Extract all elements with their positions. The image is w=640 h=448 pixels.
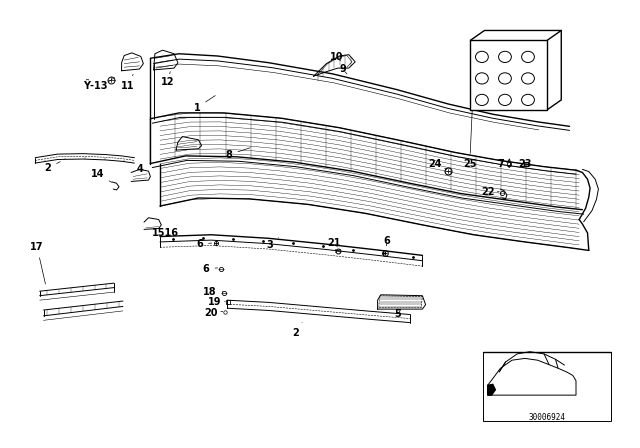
Text: 1516: 1516 — [152, 228, 179, 238]
Text: 24: 24 — [428, 159, 447, 169]
Ellipse shape — [522, 73, 534, 84]
Text: 20: 20 — [204, 308, 223, 318]
Ellipse shape — [499, 95, 511, 106]
Text: 18: 18 — [203, 287, 223, 297]
Polygon shape — [488, 384, 495, 395]
Ellipse shape — [476, 52, 488, 63]
Text: 12: 12 — [161, 72, 175, 86]
Text: 6: 6 — [203, 264, 218, 274]
Ellipse shape — [476, 95, 488, 106]
Text: 17: 17 — [30, 242, 45, 284]
Text: Ŷ-13: Ŷ-13 — [83, 81, 108, 91]
Text: 30006924: 30006924 — [529, 413, 566, 422]
Ellipse shape — [499, 52, 511, 63]
Text: 6: 6 — [384, 236, 390, 246]
Text: 6: 6 — [196, 239, 212, 249]
Text: 2: 2 — [292, 323, 302, 338]
Text: 3: 3 — [267, 237, 278, 250]
Text: 5: 5 — [395, 310, 401, 319]
Text: 23: 23 — [518, 159, 532, 169]
Text: 21: 21 — [327, 238, 341, 248]
Ellipse shape — [499, 73, 511, 84]
Text: 7: 7 — [497, 159, 508, 169]
Text: 19: 19 — [208, 297, 225, 307]
Text: 4: 4 — [136, 164, 143, 174]
Text: 8: 8 — [226, 148, 250, 159]
Ellipse shape — [522, 52, 534, 63]
Bar — [483, 352, 611, 421]
Text: 11: 11 — [121, 74, 135, 91]
Text: 2: 2 — [45, 162, 60, 173]
Text: 9: 9 — [340, 65, 347, 74]
Ellipse shape — [522, 95, 534, 106]
Text: 14: 14 — [90, 169, 111, 182]
Text: 22: 22 — [481, 187, 499, 197]
Text: 10: 10 — [330, 52, 344, 62]
Ellipse shape — [476, 73, 488, 84]
Text: 1: 1 — [194, 95, 215, 112]
Text: 25: 25 — [463, 110, 477, 169]
Bar — [470, 40, 547, 110]
